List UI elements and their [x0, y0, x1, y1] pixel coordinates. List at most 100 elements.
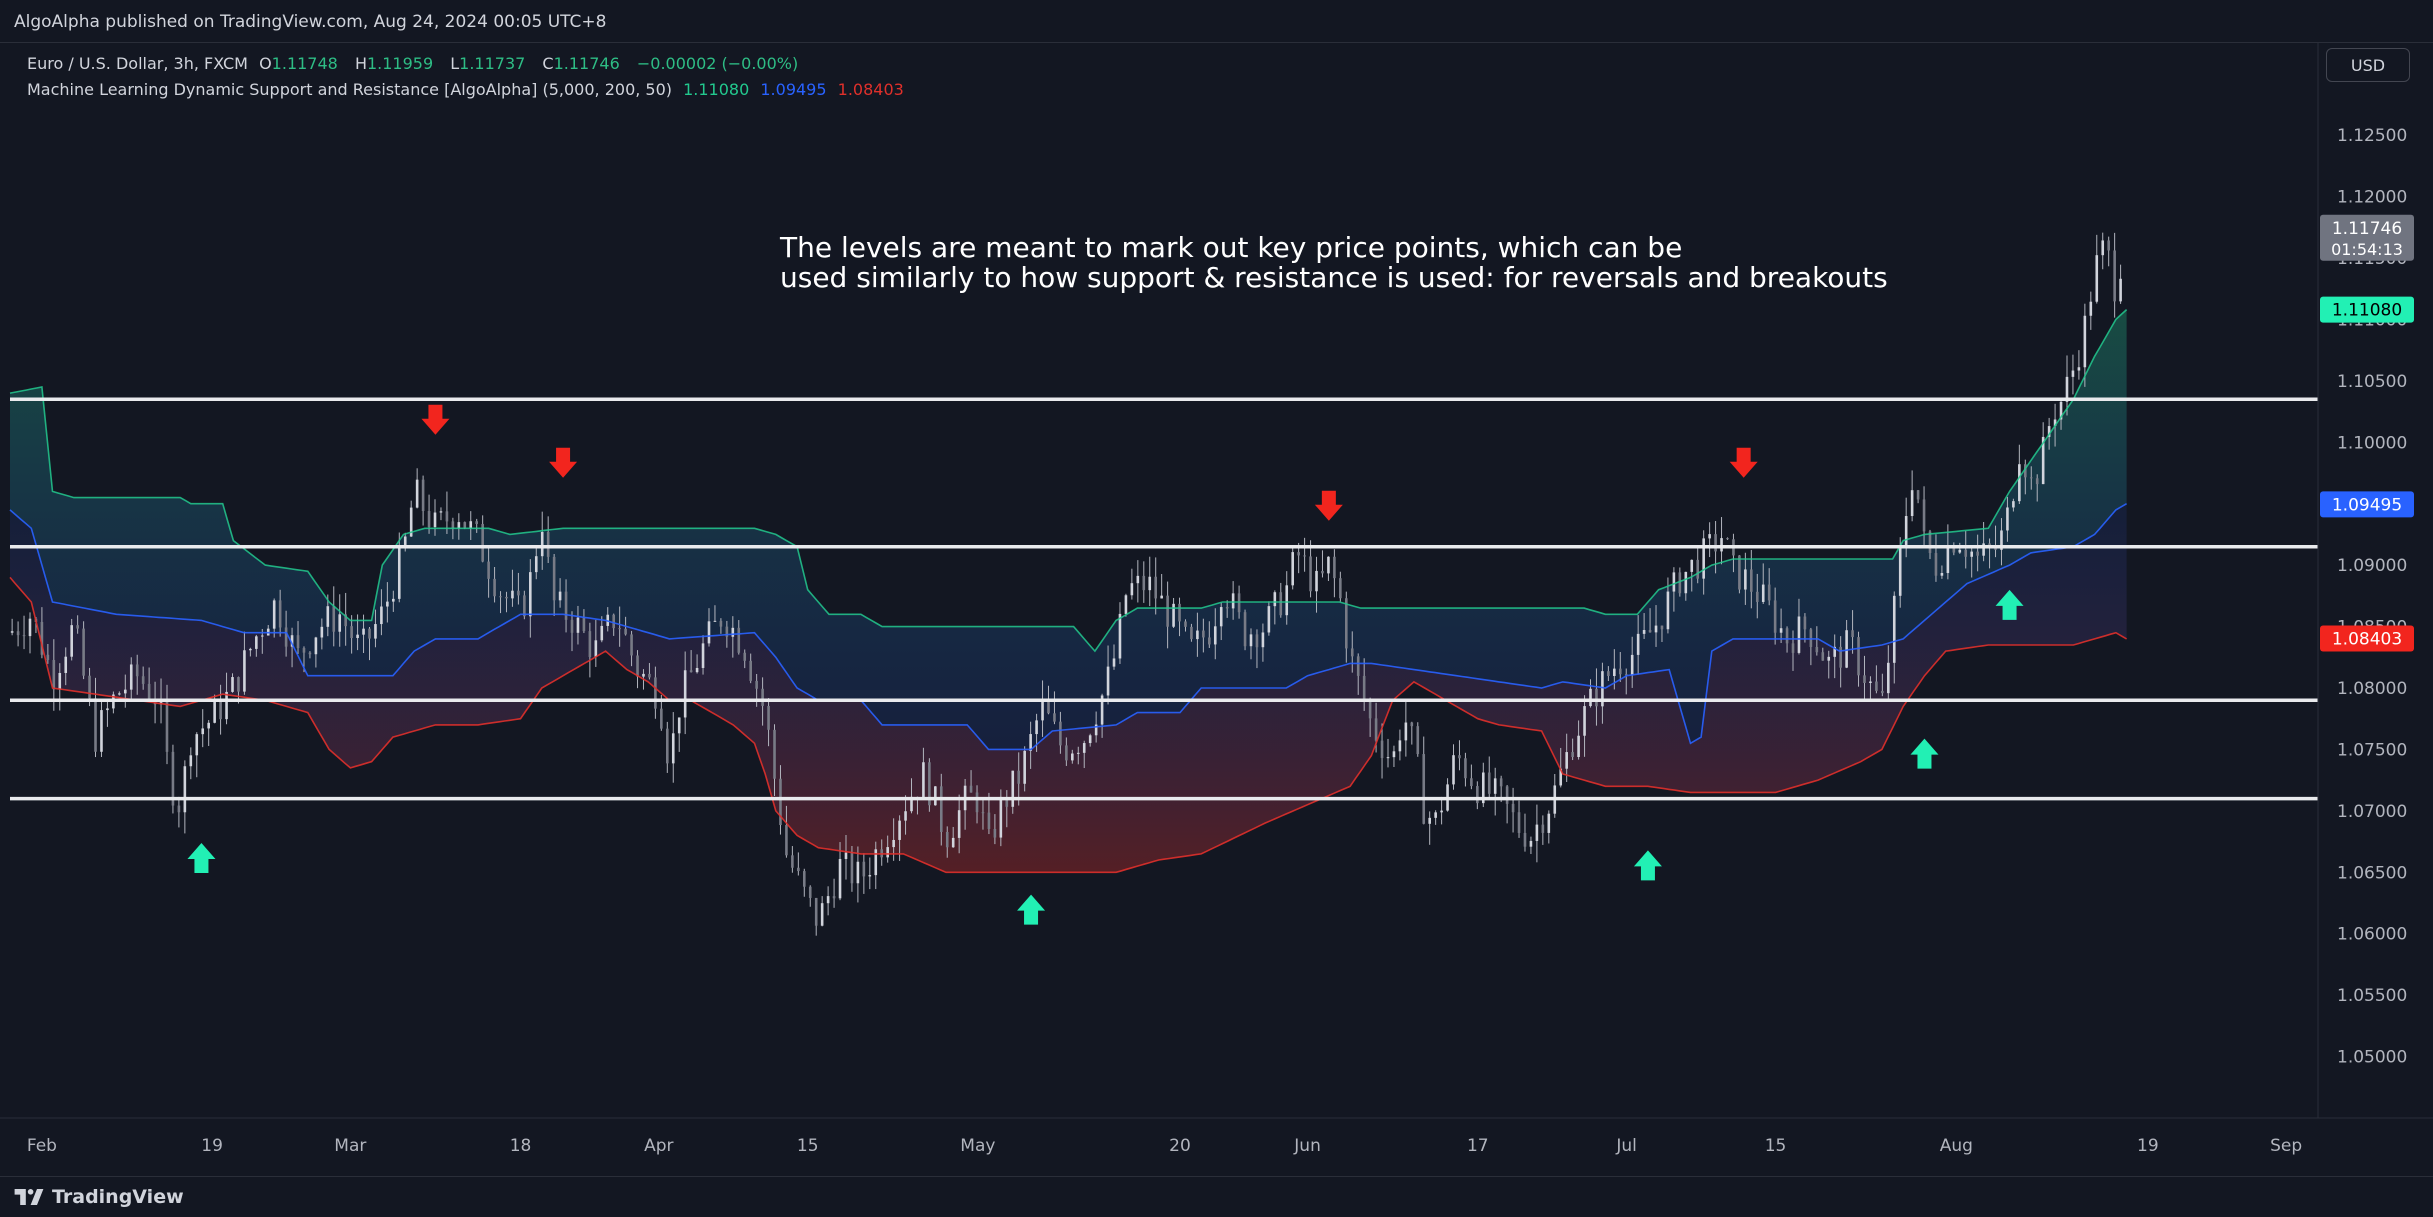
chart-canvas[interactable]: 1.05000 1.05500 1.06000 1.06500 1.07000 1.075…: [0, 43, 2433, 1177]
candle-body: [278, 600, 282, 628]
candle-body: [1624, 674, 1628, 676]
candle-body: [820, 903, 824, 926]
candle-body: [386, 601, 389, 607]
candle-body: [1565, 752, 1568, 769]
candle-body: [600, 625, 604, 641]
candle-body: [761, 688, 764, 706]
tradingview-logo[interactable]: TradingView: [14, 1186, 184, 1208]
candle-body: [1166, 595, 1169, 627]
candle-body: [1029, 734, 1032, 751]
indicator-legend[interactable]: Machine Learning Dynamic Support and Res…: [27, 80, 910, 99]
candle-body: [1499, 778, 1503, 787]
candle-body: [493, 578, 496, 597]
candle-body: [1851, 630, 1854, 638]
candle-body: [856, 861, 860, 884]
candle-body: [1196, 630, 1199, 640]
candle-body: [1285, 585, 1289, 616]
candle-body: [1910, 490, 1914, 517]
candle-body: [2065, 376, 2069, 402]
candle-body: [1863, 675, 1866, 683]
candle-body: [1630, 654, 1634, 676]
open-label: O: [259, 54, 272, 73]
price-label-tag: [2320, 625, 2414, 652]
y-tick-label: 1.07500: [2337, 740, 2407, 760]
price-label-tag: [2320, 214, 2414, 261]
candle-body: [1636, 633, 1640, 655]
candle-body: [654, 677, 657, 709]
candle-body: [838, 858, 842, 899]
lower-band-fill: [10, 503, 2127, 873]
candle-body: [928, 762, 931, 806]
candle-body: [892, 839, 895, 848]
candle-body: [1493, 778, 1497, 794]
candle-body: [1082, 743, 1086, 753]
candle-body: [1529, 840, 1533, 847]
candle-body: [529, 572, 532, 617]
currency-button[interactable]: USD: [2326, 48, 2410, 82]
candle-body: [1368, 701, 1372, 719]
y-tick-label: 1.06000: [2337, 925, 2407, 945]
x-tick-label: May: [960, 1136, 995, 1156]
candle-body: [362, 628, 365, 635]
annotation-text: The levels are meant to mark out key pri…: [780, 233, 1888, 293]
x-tick-label: 19: [201, 1136, 223, 1156]
candle-body: [141, 676, 145, 684]
candle-body: [2029, 477, 2033, 479]
candle-body: [338, 614, 342, 632]
close-value: 1.11746: [553, 54, 620, 73]
candle-body: [445, 511, 449, 522]
candle-body: [314, 637, 318, 655]
arrow-down-icon: [421, 404, 450, 435]
candle-body: [2089, 301, 2093, 316]
candle-body: [1154, 576, 1158, 599]
x-tick-label: 15: [1765, 1136, 1787, 1156]
candle-body: [1148, 576, 1152, 591]
indicator-upper-value: 1.11080: [683, 80, 750, 99]
candle-body: [636, 655, 639, 677]
candle-body: [380, 606, 383, 625]
candle-body: [1803, 616, 1807, 630]
candle-body: [10, 631, 14, 633]
chart-frame[interactable]: 1.05000 1.05500 1.06000 1.06500 1.07000 1.075…: [0, 42, 2433, 1177]
close-label: C: [542, 54, 554, 73]
candle-body: [457, 522, 461, 529]
candle-body: [52, 659, 56, 690]
candle-body: [64, 656, 68, 673]
change-value: −0.00002 (−0.00%): [636, 54, 799, 73]
x-tick-label: 20: [1169, 1136, 1191, 1156]
indicator-name[interactable]: Machine Learning Dynamic Support and Res…: [27, 80, 673, 99]
candle-body: [1684, 571, 1688, 594]
candle-body: [1845, 630, 1848, 668]
candle-body: [302, 648, 306, 653]
y-tick-label: 1.12500: [2337, 126, 2407, 146]
candle-body: [814, 897, 818, 926]
candle-body: [898, 820, 901, 840]
candle-body: [1339, 578, 1342, 599]
candle-body: [1392, 751, 1396, 758]
candle-body: [910, 796, 913, 812]
candle-body: [677, 717, 681, 734]
candle-body: [249, 648, 252, 651]
x-tick-label: Apr: [644, 1136, 673, 1156]
candle-body: [2071, 370, 2075, 377]
candle-body: [308, 652, 312, 655]
candle-body: [922, 762, 925, 798]
candle-body: [695, 667, 699, 673]
candle-body: [1779, 628, 1783, 633]
candle-body: [666, 728, 669, 764]
candle-body: [1773, 600, 1777, 633]
candle-body: [22, 635, 26, 637]
annotation-line-1: The levels are meant to mark out key pri…: [780, 231, 1683, 264]
candle-body: [1934, 553, 1938, 576]
symbol-name[interactable]: Euro / U.S. Dollar, 3h, FXCM: [27, 54, 248, 73]
candle-body: [886, 847, 889, 858]
arrow-up-icon: [1633, 850, 1662, 881]
candle-body: [1041, 698, 1044, 721]
candle-body: [1017, 770, 1021, 784]
candle-body: [791, 855, 794, 868]
candle-body: [731, 627, 735, 637]
candle-body: [660, 708, 663, 729]
candle-body: [1160, 595, 1163, 599]
symbol-legend[interactable]: Euro / U.S. Dollar, 3h, FXCM O1.11748 H1…: [27, 54, 804, 73]
candle-body: [58, 672, 62, 690]
